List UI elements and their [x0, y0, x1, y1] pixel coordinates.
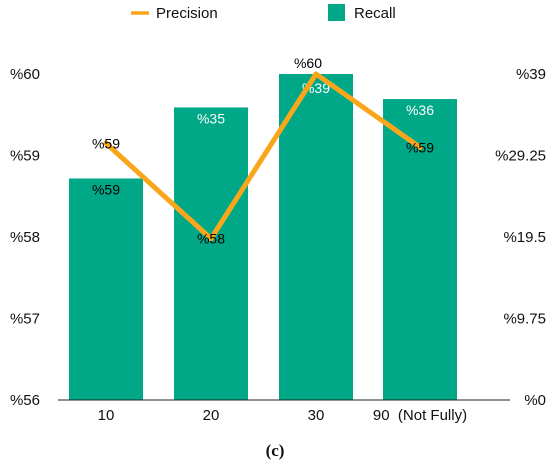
- right-tick-label: %39: [516, 66, 546, 83]
- right-tick-label: %19.5: [503, 229, 546, 246]
- left-tick-label: %60: [10, 66, 40, 83]
- x-tick-label: 10: [98, 407, 115, 424]
- precision-series-line: [103, 71, 423, 242]
- right-tick-label: %29.25: [495, 148, 546, 165]
- precision-value-label: %59: [92, 135, 120, 151]
- right-axis-ticks: %0 %9.75 %19.5 %29.25 %39: [495, 66, 546, 409]
- right-tick-label: %0: [524, 392, 546, 409]
- recall-bar-2: [174, 107, 248, 400]
- left-tick-label: %57: [10, 311, 40, 328]
- precision-point-1: [103, 140, 109, 146]
- precision-value-label: %60: [294, 55, 322, 71]
- legend: Precision Recall: [131, 4, 396, 22]
- precision-value-labels: %59 %58 %60 %59: [92, 55, 434, 247]
- legend-precision-label: Precision: [156, 5, 218, 22]
- precision-point-3: [313, 71, 319, 77]
- x-tick-label: 90 (Not Fully): [373, 407, 467, 424]
- recall-bar-1: [69, 178, 143, 400]
- legend-recall-swatch: [328, 4, 345, 21]
- x-tick-label: 20: [203, 407, 220, 424]
- recall-value-label: %36: [406, 102, 434, 118]
- legend-recall-label: Recall: [354, 5, 396, 22]
- precision-line: [103, 71, 423, 242]
- recall-bars: [69, 74, 457, 401]
- precision-value-label: %59: [406, 139, 434, 155]
- left-tick-label: %56: [10, 392, 40, 409]
- x-tick-label: 30: [308, 407, 325, 424]
- left-tick-label: %58: [10, 229, 40, 246]
- right-tick-label: %9.75: [503, 311, 546, 328]
- precision-value-label: %58: [197, 231, 225, 247]
- precision-point-2: [208, 236, 214, 242]
- recall-bar-3: [279, 74, 353, 400]
- x-axis-ticks: 10 20 30 90 (Not Fully): [98, 407, 467, 424]
- precision-point-4: [417, 144, 423, 150]
- left-tick-label: %59: [10, 148, 40, 165]
- left-axis-ticks: %56 %57 %58 %59 %60: [10, 66, 40, 409]
- recall-value-label: %35: [197, 110, 225, 126]
- recall-value-label: %59: [92, 181, 120, 197]
- figure-caption: (c): [266, 441, 285, 460]
